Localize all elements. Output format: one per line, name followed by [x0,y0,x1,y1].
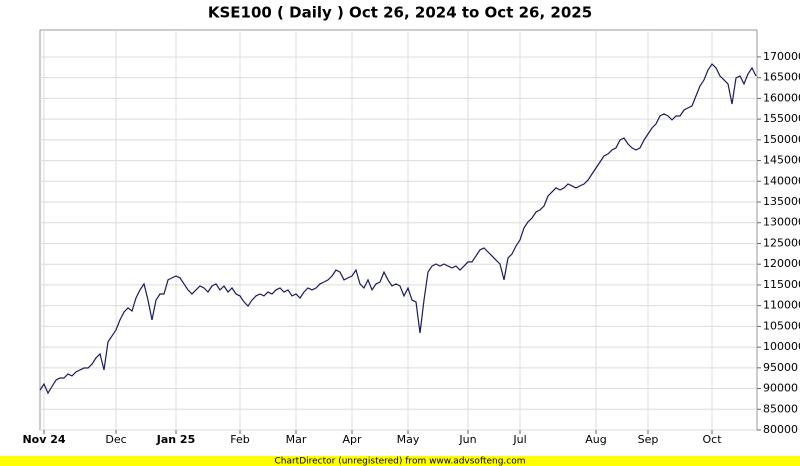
y-tick-label: 135000 [763,195,800,208]
x-tick-label: Sep [638,433,659,446]
y-tick-label: 170000 [763,50,800,63]
y-tick-label: 140000 [763,174,800,187]
y-tick-label: 125000 [763,236,800,249]
y-tick-label: 145000 [763,154,800,167]
y-tick-label: 155000 [763,112,800,125]
y-tick-label: 130000 [763,216,800,229]
x-tick-label: Mar [286,433,307,446]
x-tick-label: May [397,433,420,446]
x-tick-label: Jan 25 [156,433,195,446]
y-tick-label: 100000 [763,340,800,353]
y-tick-label: 165000 [763,71,800,84]
footer-text: ChartDirector (unregistered) from www.ad… [274,457,525,466]
y-tick-label: 85000 [763,402,798,415]
y-tick-label: 105000 [763,319,800,332]
y-tick-label: 120000 [763,257,800,270]
price-line [39,63,757,395]
x-tick-label: Aug [585,433,606,446]
x-tick-label: Jul [512,433,526,446]
y-tick-label: 160000 [763,91,800,104]
x-tick-label: Jun [458,433,476,446]
x-tick-label: Nov 24 [22,433,65,446]
x-tick-label: Apr [342,433,362,446]
y-tick-label: 95000 [763,361,798,374]
x-tick-label: Feb [230,433,249,446]
plot-area [39,29,758,431]
y-tick-label: 110000 [763,299,800,312]
chart-title: KSE100 ( Daily ) Oct 26, 2024 to Oct 26,… [208,4,592,22]
x-tick-label: Oct [702,433,722,446]
x-tick-label: Dec [105,433,126,446]
footer-bar [0,456,800,466]
y-tick-label: 90000 [763,382,798,395]
y-tick-label: 115000 [763,278,800,291]
y-tick-label: 80000 [763,423,798,436]
y-tick-label: 150000 [763,133,800,146]
